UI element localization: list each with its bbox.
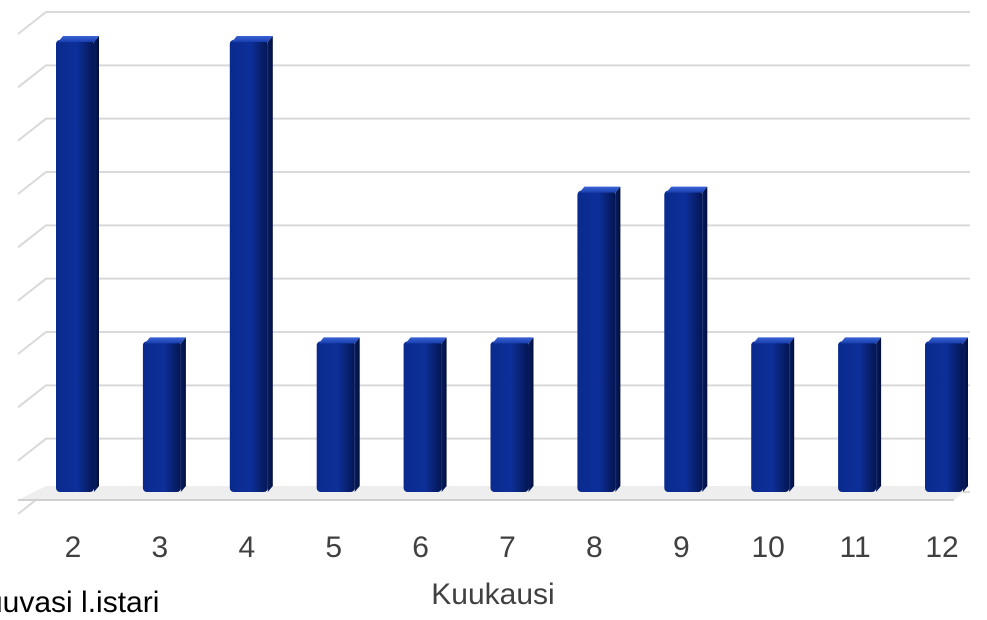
bar bbox=[751, 337, 795, 492]
bar bbox=[403, 337, 447, 492]
gridline bbox=[17, 11, 970, 35]
footer-partial-text: uuvasi l.istari bbox=[0, 586, 160, 619]
bar-top bbox=[840, 337, 882, 344]
bar-side bbox=[876, 337, 882, 492]
bar-top bbox=[579, 186, 621, 193]
gridline bbox=[17, 64, 970, 89]
bar-front bbox=[56, 40, 94, 492]
bar-front bbox=[490, 341, 529, 492]
x-tick-label: 3 bbox=[152, 531, 169, 564]
bar bbox=[229, 36, 273, 492]
bars bbox=[56, 36, 968, 492]
x-tick-label: 9 bbox=[673, 531, 690, 564]
bar-top bbox=[58, 36, 99, 42]
gridline bbox=[17, 277, 970, 302]
bar-front bbox=[751, 341, 790, 492]
bar-front bbox=[316, 341, 355, 492]
bar bbox=[490, 337, 534, 492]
bar-top bbox=[753, 337, 795, 344]
bar bbox=[838, 337, 882, 492]
x-tick-label: 4 bbox=[238, 531, 255, 564]
bar-side bbox=[789, 337, 795, 492]
x-tick-label: 7 bbox=[499, 531, 516, 564]
bar-side bbox=[615, 186, 621, 492]
x-tick-label: 6 bbox=[412, 531, 429, 564]
bar-top bbox=[666, 186, 708, 193]
x-axis-title: Kuukausi bbox=[431, 578, 554, 609]
gridline bbox=[17, 437, 970, 462]
x-tick-label: 10 bbox=[752, 531, 785, 564]
bar-top bbox=[405, 337, 447, 344]
bar-side bbox=[441, 337, 447, 492]
bar bbox=[316, 337, 360, 492]
bar-top bbox=[927, 337, 968, 344]
bar-front bbox=[664, 190, 703, 492]
bar bbox=[577, 186, 621, 492]
x-tick-label: 12 bbox=[925, 531, 958, 564]
bar bbox=[142, 337, 186, 492]
bar-side bbox=[963, 337, 968, 492]
gridline bbox=[17, 117, 970, 142]
bar-front bbox=[925, 341, 963, 492]
bar-side bbox=[354, 337, 360, 492]
bar-top bbox=[144, 337, 186, 344]
bar-front bbox=[838, 341, 877, 492]
x-tick-label: 11 bbox=[840, 531, 871, 564]
x-tick-label: 2 bbox=[65, 531, 82, 564]
gridline bbox=[17, 331, 970, 355]
bar-front bbox=[577, 190, 616, 492]
bar-side bbox=[267, 36, 273, 492]
bar-top bbox=[492, 337, 534, 344]
gridline bbox=[17, 384, 970, 409]
bar bbox=[925, 337, 968, 492]
bar-top bbox=[231, 36, 273, 42]
bar-front bbox=[142, 341, 181, 492]
bar-side bbox=[702, 186, 708, 492]
bar-side bbox=[94, 36, 99, 492]
bar-top bbox=[318, 337, 360, 344]
bar-front bbox=[403, 341, 442, 492]
bar-side bbox=[180, 337, 186, 492]
gridline bbox=[17, 171, 970, 195]
x-tick-label: 8 bbox=[586, 531, 603, 564]
gridline bbox=[17, 224, 970, 249]
bar bbox=[56, 36, 99, 492]
bar bbox=[664, 186, 708, 492]
bar-side bbox=[528, 337, 534, 492]
bar-front bbox=[229, 40, 268, 492]
x-tick-labels: 2 3 4 5 6 7 8 9 10 11 12 bbox=[65, 531, 959, 564]
x-tick-label: 5 bbox=[325, 531, 342, 564]
